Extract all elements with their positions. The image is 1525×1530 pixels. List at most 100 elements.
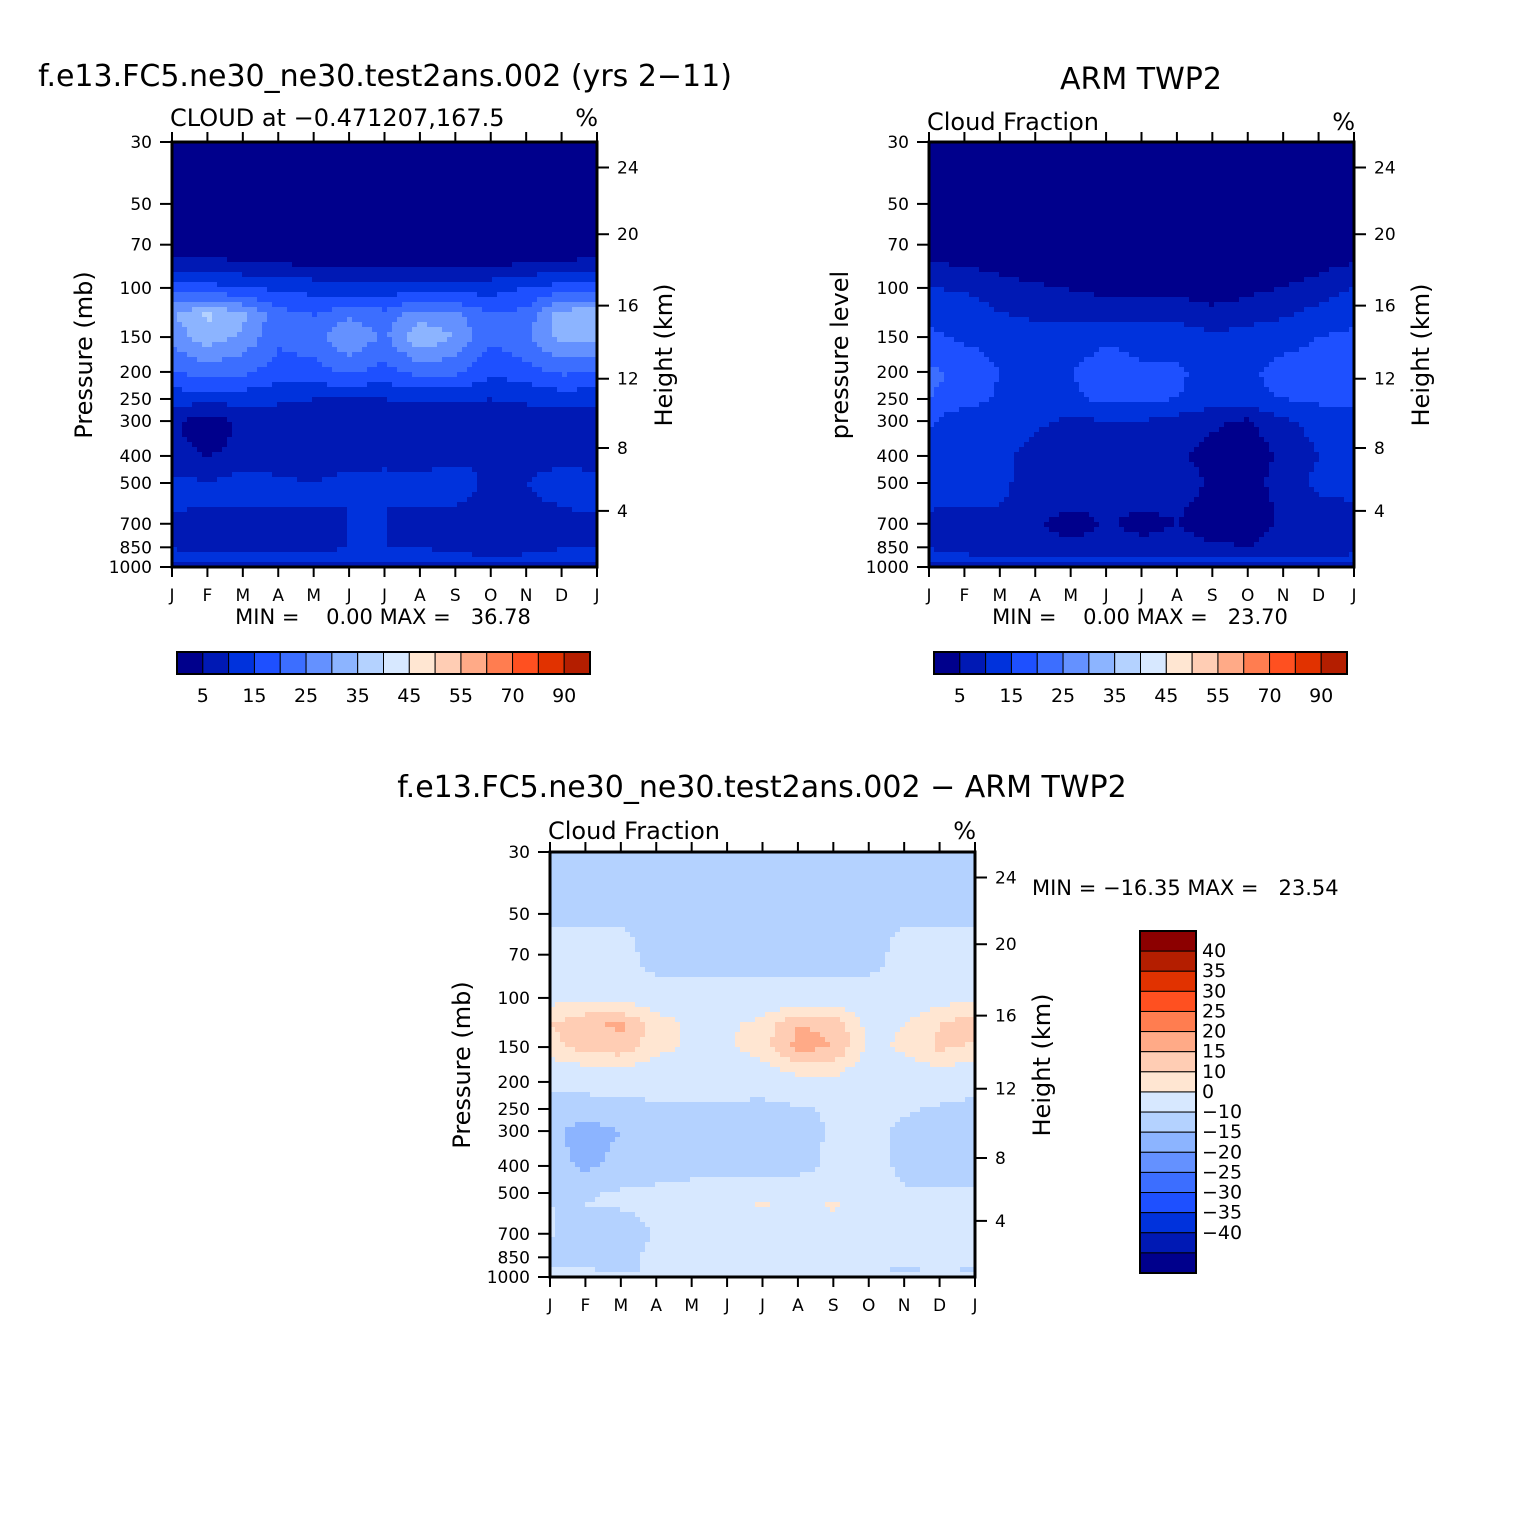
field-cell [407,162,413,168]
field-cell [172,382,178,388]
field-cell [332,337,338,343]
field-cell [252,317,258,323]
field-cell [337,322,343,328]
field-cell [367,282,373,288]
field-cell [377,152,383,158]
field-cell [257,187,263,193]
field-cell [437,212,443,218]
field-cell [322,142,328,148]
field-cell [212,327,218,333]
field-cell [362,282,368,288]
field-cell [492,362,498,368]
field-cell [217,422,223,428]
field-cell [272,367,278,373]
field-cell [512,297,518,303]
field-cell [222,187,228,193]
field-cell [417,357,423,363]
field-cell [512,412,518,418]
field-cell [452,242,458,248]
field-cell [527,252,533,258]
field-cell [247,242,253,248]
field-cell [347,302,353,308]
field-cell [447,217,453,223]
field-cell [447,227,453,233]
field-cell [452,172,458,178]
field-cell [552,287,558,293]
field-cell [312,282,318,288]
field-cell [497,207,503,213]
field-cell [547,417,553,423]
field-cell [212,187,218,193]
field-cell [542,297,548,303]
field-cell [417,247,423,253]
field-cell [457,267,463,273]
field-cell [362,257,368,263]
field-cell [227,237,233,243]
field-cell [447,307,453,313]
field-cell [212,402,218,408]
field-cell [342,227,348,233]
field-cell [227,242,233,248]
field-cell [172,172,178,178]
field-cell [292,217,298,223]
field-cell [457,162,463,168]
field-cell [187,397,193,403]
field-cell [557,367,563,373]
field-cell [392,152,398,158]
field-cell [482,272,488,278]
field-cell [247,417,253,423]
field-cell [272,297,278,303]
field-cell [217,277,223,283]
field-cell [402,372,408,378]
field-cell [547,302,553,308]
field-cell [292,322,298,328]
field-cell [482,432,488,438]
field-cell [407,347,413,353]
field-cell [582,157,588,163]
field-cell [442,347,448,353]
field-cell [562,187,568,193]
field-cell [297,422,303,428]
field-cell [382,347,388,353]
field-cell [457,147,463,153]
field-cell [317,292,323,298]
field-cell [287,382,293,388]
field-cell [567,162,573,168]
field-cell [462,162,468,168]
field-cell [387,387,393,393]
field-cell [407,177,413,183]
field-cell [382,317,388,323]
field-cell [197,232,203,238]
field-cell [367,167,373,173]
field-cell [442,352,448,358]
field-cell [592,167,598,173]
field-cell [342,297,348,303]
field-cell [427,237,433,243]
field-cell [492,317,498,323]
field-cell [432,222,438,228]
field-cell [547,392,553,398]
field-cell [497,247,503,253]
field-cell [232,327,238,333]
field-cell [582,397,588,403]
field-cell [307,262,313,268]
field-cell [507,202,513,208]
field-cell [572,392,578,398]
field-cell [222,282,228,288]
field-cell [567,262,573,268]
field-cell [222,347,228,353]
field-cell [497,402,503,408]
field-cell [567,272,573,278]
field-cell [457,377,463,383]
field-cell [202,142,208,148]
field-cell [377,282,383,288]
field-cell [382,312,388,318]
field-cell [567,347,573,353]
field-cell [217,312,223,318]
field-cell [287,332,293,338]
field-cell [422,392,428,398]
field-cell [592,362,598,368]
field-cell [277,282,283,288]
field-cell [202,317,208,323]
field-cell [277,342,283,348]
